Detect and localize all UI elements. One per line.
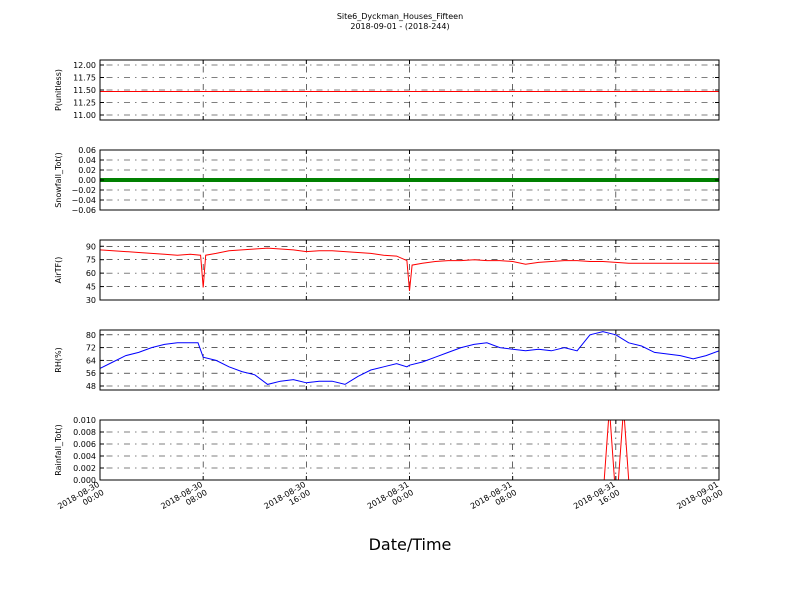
y-tick-label: 30 xyxy=(86,296,96,305)
y-tick-label: 56 xyxy=(86,369,96,378)
y-tick-label: −0.02 xyxy=(71,186,96,195)
series-line xyxy=(100,331,719,385)
y-tick-label: 0.000 xyxy=(73,476,96,485)
y-tick-label: −0.06 xyxy=(71,206,96,215)
y-tick-label: 64 xyxy=(86,356,96,365)
chart-panels: 12.00 11.75 11.50 11.25 11.00 P(unitless) 0.06… xyxy=(54,59,720,485)
panel-4: 0.010 0.008 0.006 0.004 0.002 0.000 Rainfall_T… xyxy=(54,416,720,485)
y-tick-label: 75 xyxy=(86,256,96,265)
panel-1: 0.060.040.020.00−0.02−0.04−0.06 Snowfall_… xyxy=(54,146,720,215)
x-tick-label: 2018-08-3108:00 xyxy=(469,480,518,519)
x-tick-label: 2018-08-3116:00 xyxy=(572,480,621,519)
y-tick-label: 60 xyxy=(86,269,96,278)
x-tick-label: 2018-08-3008:00 xyxy=(159,480,208,519)
x-tick-label: 2018-08-3000:00 xyxy=(56,480,105,519)
panel-0: 12.00 11.75 11.50 11.25 11.00 P(unitless) xyxy=(54,59,720,121)
y-tick-label: 0.004 xyxy=(73,452,96,461)
y-tick-label: 11.50 xyxy=(73,86,96,95)
y-axis-label: Snowfall_Tot() xyxy=(54,152,63,208)
x-tick-label: 2018-09-0100:00 xyxy=(675,480,724,519)
y-tick-label: 48 xyxy=(86,382,96,391)
y-axis-label: P(unitless) xyxy=(54,69,63,111)
x-axis-label: Date/Time xyxy=(369,535,452,554)
series-line xyxy=(100,420,719,480)
y-tick-label: 12.00 xyxy=(73,61,96,70)
figure-title: Site6_Dyckman_Houses_Fifteen xyxy=(337,12,463,21)
y-tick-label: 45 xyxy=(86,283,96,292)
y-axis-label: RH(%) xyxy=(54,347,63,372)
panel-2: 90 75 60 45 30 AirTF() xyxy=(54,239,720,305)
y-tick-label: 90 xyxy=(86,242,96,251)
y-tick-label: 0.04 xyxy=(78,156,96,165)
y-tick-label: 11.25 xyxy=(73,99,96,108)
x-tick-label: 2018-08-3016:00 xyxy=(263,480,312,519)
x-axis-tick-labels: 2018-08-3000:00 2018-08-3008:00 2018-08-30… xyxy=(56,480,724,519)
figure-subtitle: 2018-09-01 - (2018-244) xyxy=(350,22,449,31)
y-tick-label: 0.02 xyxy=(78,166,96,175)
x-tick-label: 2018-08-3100:00 xyxy=(366,480,415,519)
series-line xyxy=(100,247,719,292)
y-tick-label: 0.006 xyxy=(73,440,96,449)
y-axis-label: AirTF() xyxy=(54,257,63,284)
grid-lines xyxy=(99,60,720,120)
y-tick-label: 72 xyxy=(86,344,96,353)
y-tick-label: 0.002 xyxy=(73,464,96,473)
y-tick-label: 0.00 xyxy=(78,176,96,185)
y-tick-label: 11.00 xyxy=(73,111,96,120)
y-tick-label: 0.010 xyxy=(73,416,96,425)
grid-lines xyxy=(99,330,720,390)
y-tick-label: 80 xyxy=(86,331,96,340)
y-axis-label: Rainfall_Tot() xyxy=(54,424,63,476)
y-tick-label: −0.04 xyxy=(71,196,96,205)
panel-3: 80 72 64 56 48 RH(%) xyxy=(54,329,720,391)
y-tick-label: 0.008 xyxy=(73,428,96,437)
y-tick-label: 11.75 xyxy=(73,74,96,83)
y-tick-label: 0.06 xyxy=(78,146,96,155)
